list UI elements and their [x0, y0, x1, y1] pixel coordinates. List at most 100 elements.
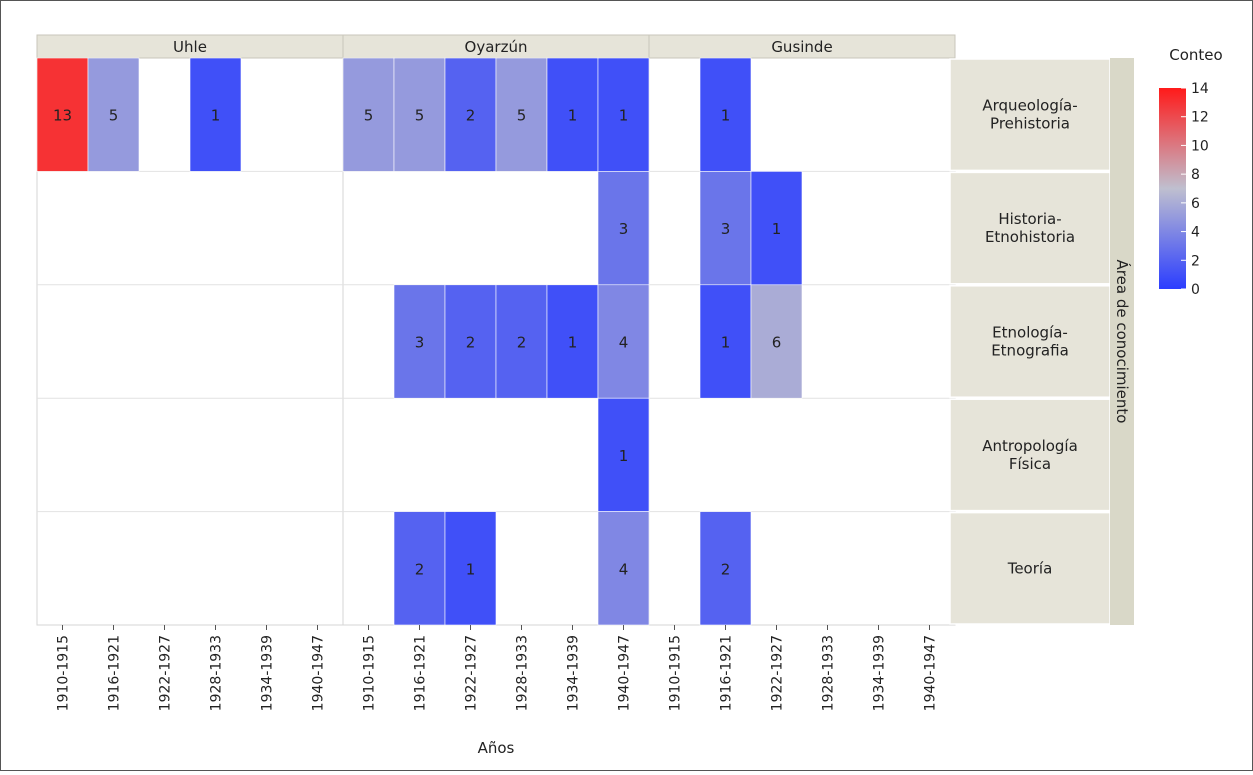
x-tick-label: 1916-1921: [413, 635, 429, 711]
cell-value-label: 1: [466, 560, 476, 578]
cell-value-label: 5: [109, 107, 119, 125]
heatmap-cell: [699, 511, 752, 626]
cell-value-label: 3: [721, 220, 731, 238]
cell-value-label: 2: [466, 107, 476, 125]
heatmap-cell: [342, 57, 395, 172]
y-axis-title: Área de conocimiento: [1113, 260, 1132, 424]
facet-label: Uhle: [173, 38, 207, 56]
legend-tick-label: 14: [1191, 81, 1209, 97]
legend-tick-label: 12: [1191, 110, 1209, 126]
legend-tick-label: 6: [1191, 196, 1200, 212]
row-label: Arqueología-Prehistoria: [982, 97, 1077, 133]
heatmap-cell: [699, 171, 752, 286]
cell-value-label: 1: [568, 107, 578, 125]
facet-label: Gusinde: [771, 38, 832, 56]
x-tick-label: 1934-1939: [260, 635, 276, 711]
cell-value-label: 3: [619, 220, 629, 238]
cell-value-label: 2: [466, 334, 476, 352]
heatmap-cell: [597, 511, 650, 626]
cell-value-label: 1: [721, 334, 731, 352]
x-tick-label: 1922-1927: [158, 635, 174, 711]
facet-label: Oyarzún: [465, 38, 528, 56]
legend-colorbar: [1159, 88, 1186, 289]
heatmap-cell: [393, 284, 446, 399]
x-tick-label: 1940-1947: [311, 635, 327, 711]
x-tick-label: 1934-1939: [566, 635, 582, 711]
row-label-line: Etnohistoria: [985, 228, 1075, 246]
legend-tick-label: 10: [1191, 138, 1209, 154]
cell-value-label: 4: [619, 334, 629, 352]
row-label-line: Historia-: [998, 210, 1061, 228]
x-tick-label: 1910-1915: [362, 635, 378, 711]
cell-value-label: 1: [568, 334, 578, 352]
heatmap-cell: [750, 171, 803, 286]
x-tick-label: 1934-1939: [872, 635, 888, 711]
cell-value-label: 1: [619, 107, 629, 125]
row-label-line: Arqueología-: [982, 97, 1077, 115]
x-tick-label: 1940-1947: [923, 635, 939, 711]
x-tick-label: 1916-1921: [107, 635, 123, 711]
cell-value-label: 5: [415, 107, 425, 125]
cell-value-label: 1: [619, 447, 629, 465]
cell-value-label: 1: [721, 107, 731, 125]
heatmap-cell: [444, 284, 497, 399]
heatmap-cell: [444, 511, 497, 626]
heatmap-cell: [393, 511, 446, 626]
heatmap-cell: [546, 284, 599, 399]
x-axis-title: Años: [478, 739, 515, 757]
row-label: Historia-Etnohistoria: [985, 210, 1075, 246]
heatmap-cell: [597, 284, 650, 399]
heatmap-cell: [495, 57, 548, 172]
row-strip: [949, 285, 1111, 398]
heatmap-cell: [87, 57, 140, 172]
heatmap-cell: [699, 57, 752, 172]
heatmap-cell: [36, 57, 89, 172]
heatmap-cell: [750, 284, 803, 399]
heatmap-cell: [495, 284, 548, 399]
heatmap-cell: [597, 57, 650, 172]
row-label-line: Prehistoria: [990, 115, 1070, 133]
row-label: Teoría: [1007, 559, 1053, 577]
row-label-line: Física: [1009, 455, 1051, 473]
legend-tick-label: 8: [1191, 167, 1200, 183]
legend-tick-label: 4: [1191, 225, 1200, 241]
legend-tick-label: 0: [1191, 282, 1200, 298]
row-axis-strip: [1110, 58, 1134, 625]
x-tick-label: 1922-1927: [464, 635, 480, 711]
row-label-line: Etnología-: [992, 324, 1068, 342]
cell-value-label: 2: [415, 560, 425, 578]
heatmap-cell: [444, 57, 497, 172]
x-tick-label: 1928-1933: [209, 635, 225, 711]
x-tick-label: 1910-1915: [56, 635, 72, 711]
x-tick-label: 1916-1921: [719, 635, 735, 711]
cell-value-label: 3: [415, 334, 425, 352]
cell-value-label: 1: [211, 107, 221, 125]
row-strip: [949, 398, 1111, 512]
facet-strip: [648, 34, 956, 59]
heatmap-cell: [546, 57, 599, 172]
cell-value-label: 2: [721, 560, 731, 578]
x-tick-label: 1940-1947: [617, 635, 633, 711]
cell-value-label: 6: [772, 334, 782, 352]
heatmap-cell: [699, 284, 752, 399]
cell-value-label: 5: [517, 107, 527, 125]
cell-value-label: 1: [772, 220, 782, 238]
x-tick-label: 1928-1933: [821, 635, 837, 711]
row-label: Antropología Física: [982, 437, 1078, 473]
row-label-line: Teoría: [1007, 559, 1053, 577]
heatmap-cell: [189, 57, 242, 172]
legend-title: Conteo: [1169, 46, 1222, 64]
row-label: Etnología-Etnografia: [991, 324, 1069, 360]
cell-value-label: 5: [364, 107, 374, 125]
x-tick-label: 1922-1927: [770, 635, 786, 711]
row-label-line: Antropología: [982, 437, 1078, 455]
cell-value-label: 4: [619, 560, 629, 578]
legend-tick-label: 2: [1191, 253, 1200, 269]
x-tick-label: 1928-1933: [515, 635, 531, 711]
row-label-line: Etnografia: [991, 342, 1069, 360]
heatmap-cell: [597, 171, 650, 286]
heatmap-cell: [597, 397, 650, 512]
cell-value-label: 13: [53, 107, 72, 125]
